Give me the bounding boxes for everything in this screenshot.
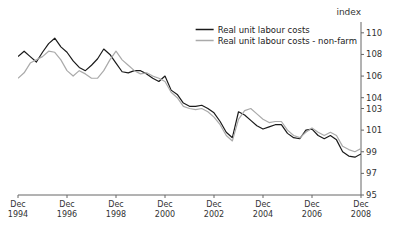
y-tick-label: 95 bbox=[366, 190, 377, 200]
y-tick bbox=[361, 173, 364, 174]
y-tick-label: 97 bbox=[366, 168, 377, 178]
y-tick-label: 110 bbox=[366, 28, 382, 38]
y-tick-label: 99 bbox=[366, 147, 377, 157]
x-tick bbox=[18, 195, 19, 198]
y-tick bbox=[361, 108, 364, 109]
y-tick bbox=[361, 151, 364, 152]
y-tick bbox=[361, 97, 364, 98]
y-tick-label: 108 bbox=[366, 49, 382, 59]
x-tick-label: Dec1994 bbox=[8, 200, 28, 219]
x-tick-label: Dec1998 bbox=[106, 200, 126, 219]
x-tick bbox=[361, 195, 362, 198]
chart: 95 97 99 101 103104 106 108 110 index Dec1994 Dec1… bbox=[0, 0, 397, 227]
x-tick bbox=[312, 195, 313, 198]
y-tick-label: 106 bbox=[366, 71, 382, 81]
plot-area bbox=[18, 38, 361, 157]
y-tick-label: 103 bbox=[366, 104, 382, 114]
x-tick-label: Dec2000 bbox=[155, 200, 175, 219]
legend-swatch bbox=[196, 40, 214, 42]
y-tick bbox=[361, 76, 364, 77]
x-tick bbox=[67, 195, 68, 198]
x-tick bbox=[214, 195, 215, 198]
y-tick bbox=[361, 54, 364, 55]
line bbox=[18, 51, 361, 152]
x-tick-label: Dec1996 bbox=[57, 200, 77, 219]
y-tick-label: 104 bbox=[366, 93, 382, 103]
x-tick-label: Dec2002 bbox=[204, 200, 224, 219]
x-tick-label: Dec2008 bbox=[351, 200, 371, 219]
x-tick bbox=[263, 195, 264, 198]
x-tick-label: Dec2004 bbox=[253, 200, 273, 219]
x-tick-label: Dec2006 bbox=[302, 200, 322, 219]
x-tick bbox=[165, 195, 166, 198]
legend-label: Real unit labour costs - non-farm bbox=[218, 36, 357, 46]
legend-swatch bbox=[196, 29, 214, 31]
legend: Real unit labour costsReal unit labour c… bbox=[196, 25, 357, 46]
y-tick-label: 101 bbox=[366, 125, 382, 135]
y-axis-label: index bbox=[336, 7, 361, 17]
line bbox=[18, 38, 361, 157]
y-tick bbox=[361, 32, 364, 33]
x-axis-line bbox=[18, 195, 361, 196]
y-tick bbox=[361, 130, 364, 131]
x-tick bbox=[116, 195, 117, 198]
legend-label: Real unit labour costs bbox=[218, 25, 311, 35]
